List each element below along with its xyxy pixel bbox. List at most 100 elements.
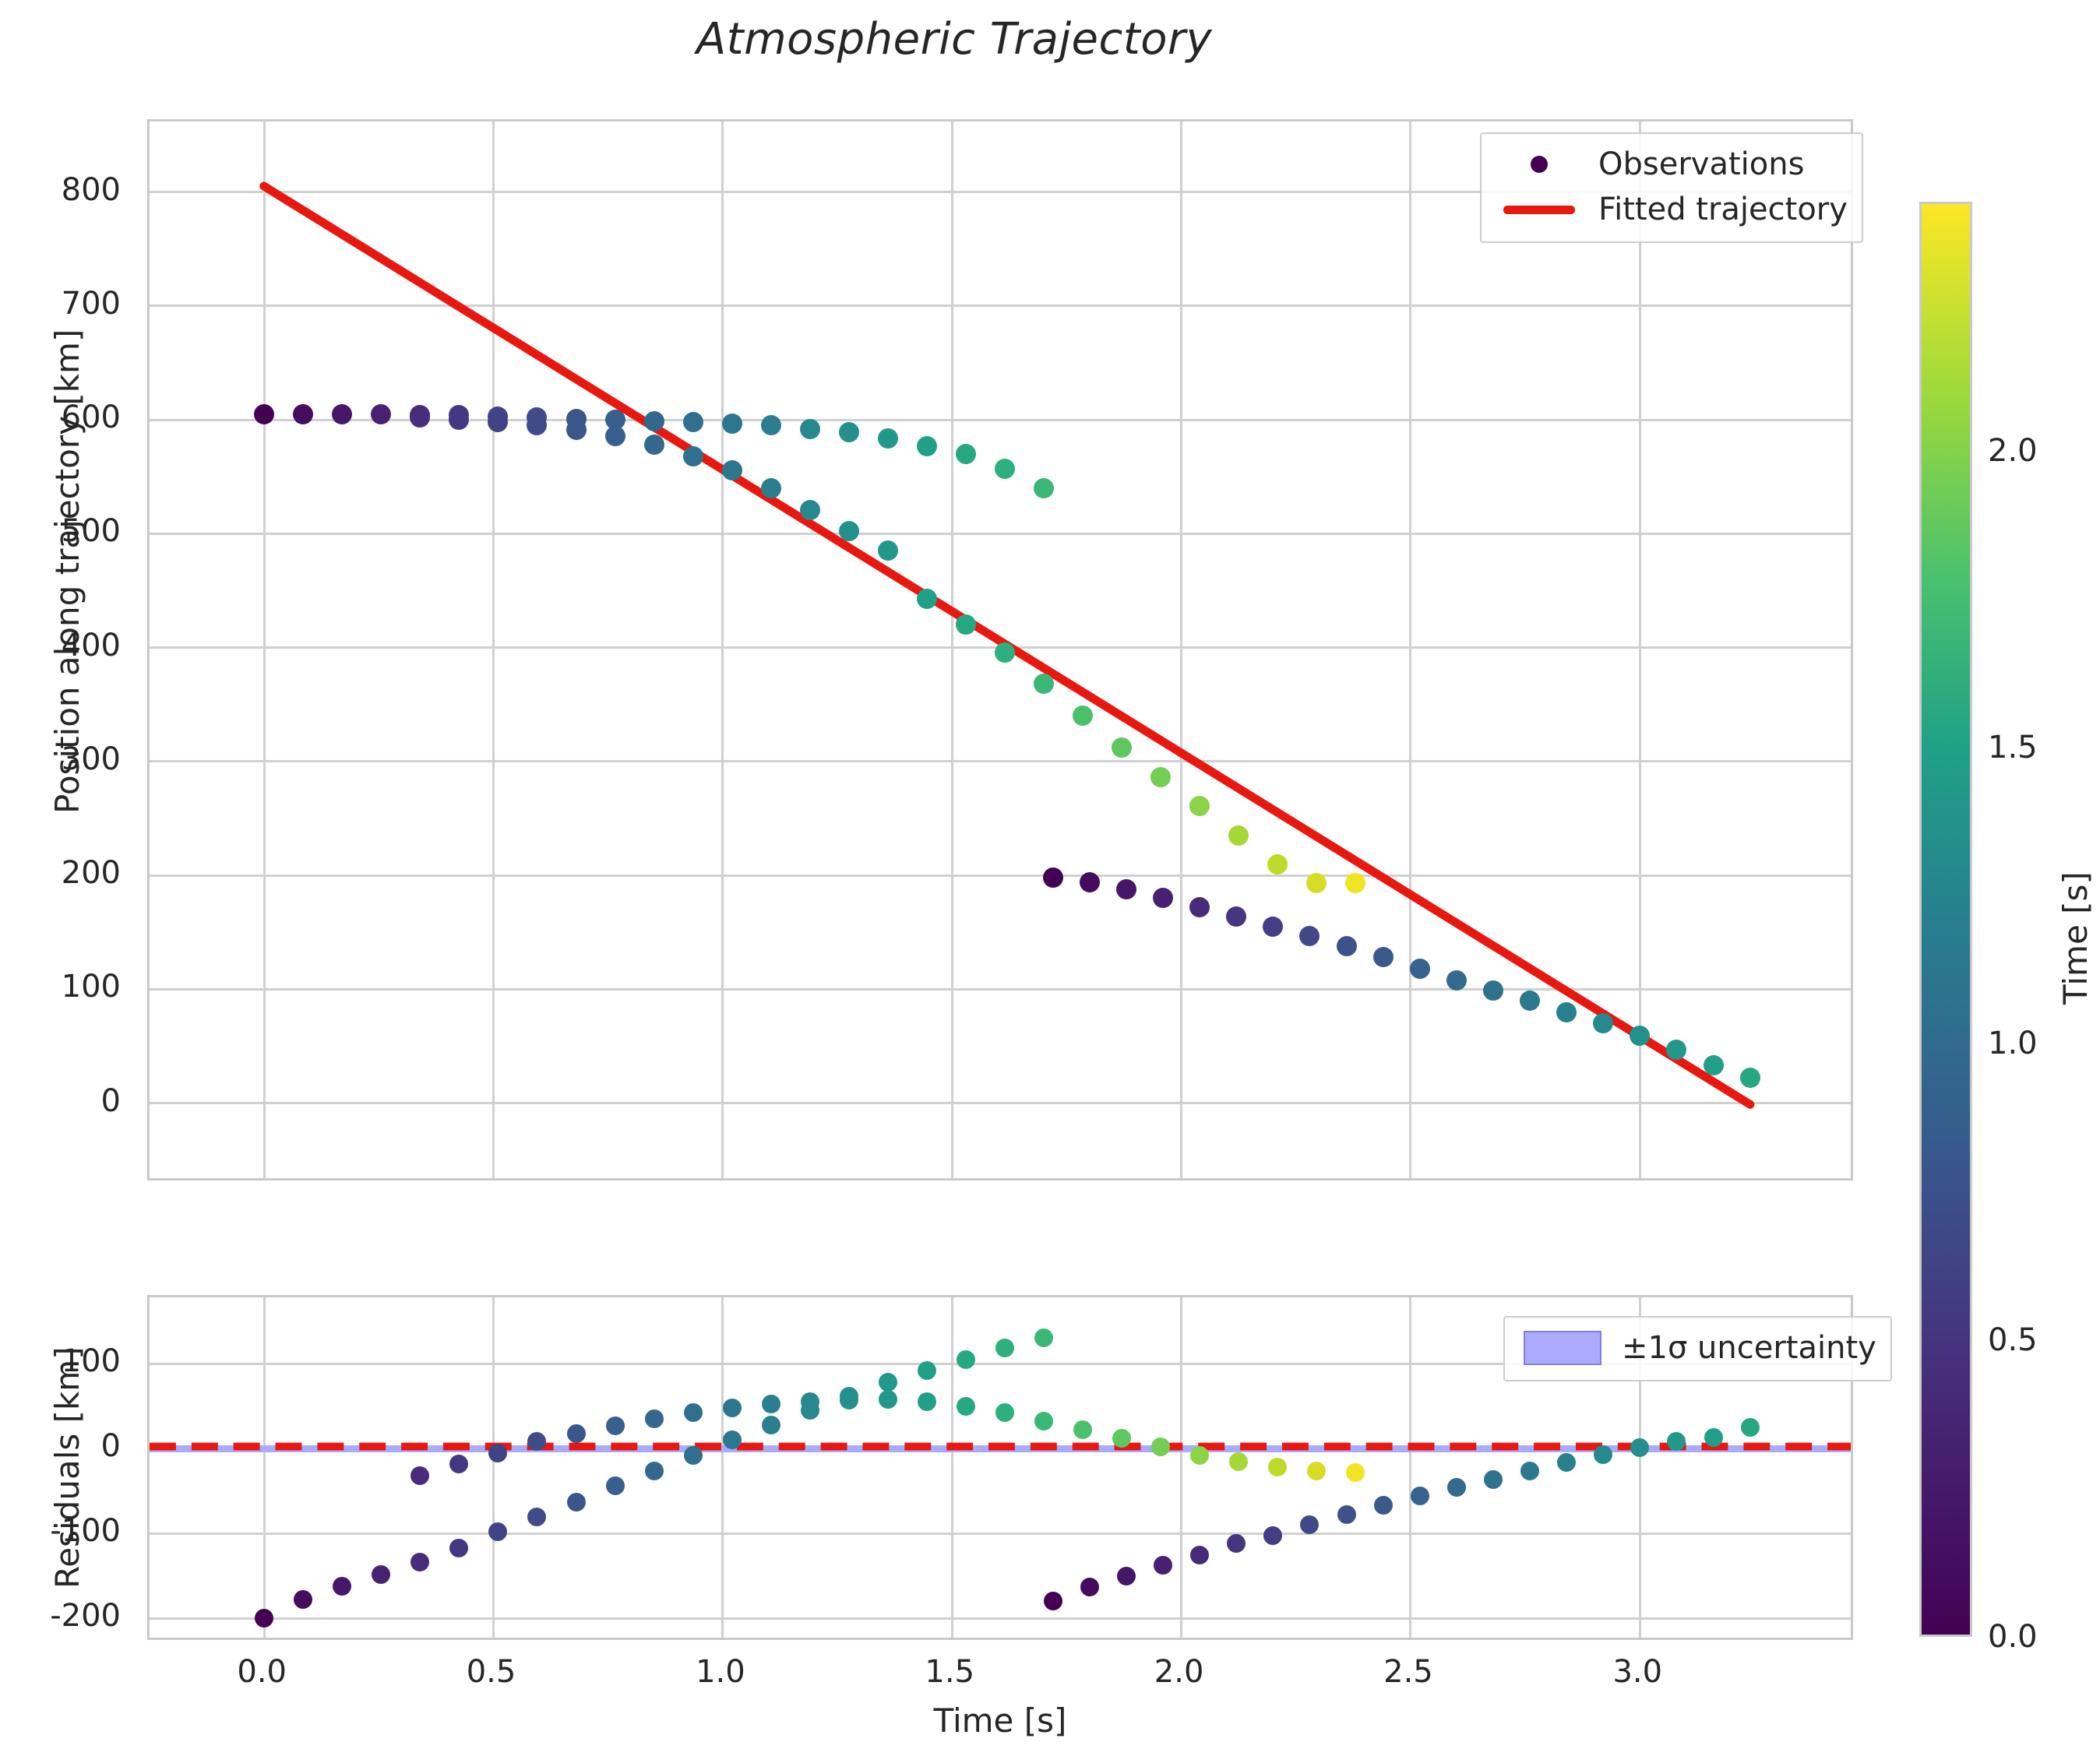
scatter-point [1409, 959, 1430, 980]
figure-title: Atmospheric Trajectory [696, 14, 1213, 65]
x-tick-label: 0.5 [466, 1654, 516, 1690]
gridline-vertical [1409, 1297, 1412, 1638]
gridline-vertical [721, 121, 724, 1178]
scatter-point [566, 420, 587, 441]
red-line-icon [1492, 205, 1586, 214]
colorbar-tick-label: 2.0 [1988, 432, 2038, 469]
legend-label-observations: Observations [1598, 146, 1805, 182]
scatter-point [449, 410, 470, 431]
scatter-point [566, 1492, 586, 1511]
scatter-point [877, 428, 898, 449]
scatter-point [1300, 1515, 1320, 1535]
scatter-point [254, 403, 275, 424]
scatter-point [1229, 1452, 1249, 1471]
scatter-point [643, 435, 664, 456]
scatter-point [1630, 1026, 1651, 1047]
scatter-point [1034, 1412, 1053, 1431]
scatter-point [1073, 706, 1094, 727]
colorbar-tick-label: 1.5 [1988, 729, 2038, 765]
scatter-point [1446, 970, 1467, 991]
y-tick-label: -100 [50, 1513, 121, 1550]
scatter-point [722, 1431, 742, 1450]
scatter-point [878, 1389, 897, 1409]
scatter-point [1739, 1068, 1760, 1089]
scatter-point [1150, 767, 1172, 788]
scatter-point [956, 1350, 975, 1369]
scatter-point [761, 1415, 780, 1434]
scatter-point [293, 403, 314, 424]
scatter-point [1043, 1591, 1062, 1610]
y-tick-label: 100 [61, 1343, 121, 1380]
scatter-point [1483, 1469, 1503, 1489]
x-tick-label: 1.5 [925, 1654, 975, 1690]
scatter-point [488, 412, 509, 433]
scatter-point [410, 1553, 430, 1572]
legend-item-fitted-trajectory[interactable]: Fitted trajectory [1492, 187, 1848, 232]
scatter-point [1190, 1445, 1210, 1465]
main-legend[interactable]: Observations Fitted trajectory [1480, 132, 1863, 243]
scatter-point [995, 1339, 1014, 1358]
scatter-point [1346, 1462, 1365, 1482]
scatter-point [1042, 867, 1063, 889]
scatter-point [643, 410, 664, 431]
scatter-point [1337, 1505, 1356, 1525]
scatter-point [917, 1360, 936, 1380]
scatter-point [1520, 1461, 1540, 1480]
y-tick-label: 300 [61, 741, 121, 777]
colorbar-tick-label: 1.0 [1988, 1026, 2038, 1062]
residuals-legend[interactable]: ±1σ uncertainty [1503, 1316, 1892, 1381]
scatter-point [333, 1576, 352, 1596]
scatter-point [1263, 1526, 1283, 1545]
scatter-point [917, 1392, 936, 1412]
legend-item-sigma[interactable]: ±1σ uncertainty [1516, 1325, 1876, 1371]
gridline-horizontal [150, 191, 1851, 194]
scatter-point [760, 477, 781, 498]
scatter-point [1033, 477, 1054, 498]
scatter-point [994, 642, 1015, 663]
scatter-point [1594, 1445, 1613, 1464]
scatter-point [877, 540, 898, 561]
scatter-point [995, 1403, 1014, 1423]
colorbar-tick-label: 0.0 [1988, 1619, 2038, 1655]
y-tick-label: 800 [61, 171, 121, 208]
x-tick-label: 3.0 [1612, 1654, 1663, 1690]
colorbar-tick-label: 0.5 [1988, 1322, 2038, 1359]
scatter-point [761, 1395, 780, 1414]
scatter-point [838, 422, 859, 443]
gridline-vertical [1638, 1297, 1641, 1638]
gridline-vertical [262, 1297, 266, 1638]
scatter-point [1557, 1452, 1577, 1472]
main-plot-axes[interactable] [147, 119, 1853, 1181]
scatter-point [644, 1409, 664, 1429]
scatter-point [994, 459, 1015, 480]
legend-item-observations[interactable]: Observations [1492, 142, 1848, 187]
scatter-point [1263, 916, 1284, 937]
scatter-point [722, 1398, 742, 1417]
scatter-point [1372, 947, 1394, 968]
scatter-point [1228, 825, 1249, 846]
sigma-patch-icon [1516, 1331, 1609, 1365]
scatter-point [410, 407, 431, 428]
gridline-vertical [492, 1297, 495, 1638]
scatter-point [838, 521, 859, 542]
colorbar[interactable] [1919, 202, 1972, 1637]
gridline-horizontal [150, 1617, 1851, 1620]
scatter-point [605, 1476, 625, 1496]
y-tick-label: 0 [100, 1428, 121, 1465]
scatter-point [294, 1590, 313, 1610]
legend-label-fitted-trajectory: Fitted trajectory [1598, 192, 1848, 227]
scatter-point [683, 1403, 703, 1423]
gridline-vertical [492, 121, 495, 1178]
scatter-point [527, 415, 548, 436]
scatter-point [1299, 925, 1320, 946]
scatter-point [449, 1454, 469, 1473]
scatter-point [916, 588, 937, 609]
gridline-horizontal [150, 1532, 1851, 1535]
y-tick-label: 600 [61, 399, 121, 436]
scatter-point [1033, 674, 1054, 695]
x-tick-label: 2.0 [1154, 1654, 1204, 1690]
y-tick-label: 500 [61, 513, 121, 550]
scatter-point [410, 1466, 430, 1486]
gridline-vertical [1638, 121, 1641, 1178]
